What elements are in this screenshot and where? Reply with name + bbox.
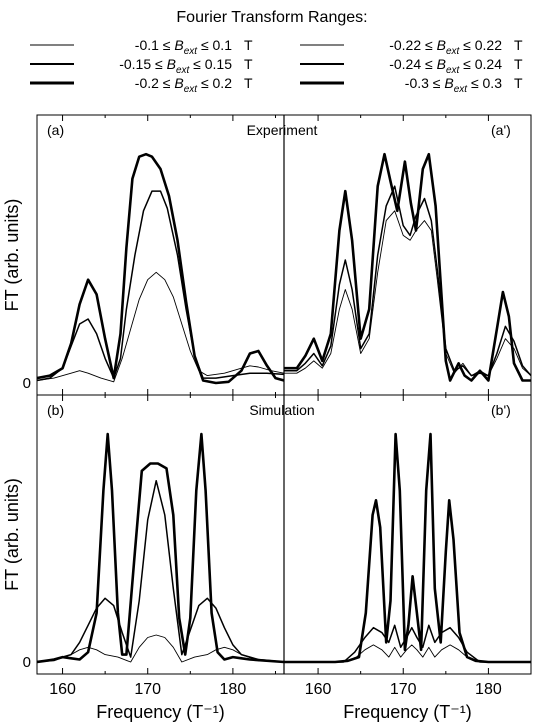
legend-unit: T bbox=[244, 56, 253, 72]
panel-3: (b) Simulation 0 FT (arb. units) 160 170 180 Fr… bbox=[2, 395, 315, 722]
x-ticks bbox=[62, 395, 276, 674]
legend-unit: T bbox=[514, 56, 523, 72]
series-line-3 bbox=[284, 152, 531, 382]
x-ticks bbox=[317, 115, 532, 395]
legend-label: -0.2 ≤ Bext ≤ 0.2 bbox=[135, 75, 232, 95]
legend-unit: T bbox=[244, 37, 253, 53]
legend-items: -0.1 ≤ Bext ≤ 0.1 T-0.15 ≤ Bext ≤ 0.15 T-0… bbox=[30, 37, 523, 95]
series-line-3 bbox=[37, 152, 284, 385]
legend-entry: -0.3 ≤ Bext ≤ 0.3 T bbox=[300, 75, 523, 95]
legend-entry: -0.22 ≤ Bext ≤ 0.22 T bbox=[300, 37, 523, 57]
legend-label: -0.1 ≤ Bext ≤ 0.1 bbox=[135, 37, 232, 57]
series-line-1 bbox=[37, 634, 284, 663]
legend-label: -0.15 ≤ Bext ≤ 0.15 bbox=[119, 56, 232, 76]
x-ticks bbox=[62, 115, 276, 395]
panel-label: (b') bbox=[491, 402, 511, 418]
x-ticks bbox=[317, 395, 532, 674]
y-tick-label: 0 bbox=[23, 654, 31, 671]
x-tick-label: 160 bbox=[49, 681, 76, 698]
legend-entry: -0.24 ≤ Bext ≤ 0.24 T bbox=[300, 56, 523, 76]
panel-label: (a') bbox=[491, 122, 511, 138]
legend: Fourier Transform Ranges: -0.1 ≤ Bext ≤ … bbox=[30, 9, 523, 95]
series-line-3 bbox=[37, 432, 284, 664]
legend-entry: -0.1 ≤ Bext ≤ 0.1 T bbox=[30, 37, 253, 57]
x-tick-label: 170 bbox=[390, 681, 417, 698]
legend-label: -0.3 ≤ Bext ≤ 0.3 bbox=[405, 75, 502, 95]
legend-entry: -0.15 ≤ Bext ≤ 0.15 T bbox=[30, 56, 253, 76]
series-line-2 bbox=[37, 479, 284, 663]
panel-1: (a) Experiment 0 FT (arb. units) bbox=[2, 115, 318, 395]
series-line-2 bbox=[284, 624, 531, 663]
x-axis-label: Frequency (T⁻¹) bbox=[343, 702, 472, 722]
panel-label: (b) bbox=[47, 402, 64, 418]
legend-label: -0.24 ≤ Bext ≤ 0.24 bbox=[389, 56, 502, 76]
panel-annotation: Experiment bbox=[247, 122, 318, 138]
legend-unit: T bbox=[514, 75, 523, 91]
panels: (a) Experiment 0 FT (arb. units) (a') (b) Simu… bbox=[2, 114, 532, 722]
x-tick-label: 180 bbox=[475, 681, 502, 698]
legend-unit: T bbox=[514, 37, 523, 53]
x-tick-label: 160 bbox=[305, 681, 332, 698]
series-line-3 bbox=[284, 432, 531, 664]
legend-title: Fourier Transform Ranges: bbox=[176, 9, 367, 26]
y-axis-label: FT (arb. units) bbox=[2, 199, 22, 312]
panel-label: (a) bbox=[47, 122, 64, 138]
x-tick-label: 180 bbox=[220, 681, 247, 698]
series-line-2 bbox=[37, 190, 284, 382]
x-axis-label: Frequency (T⁻¹) bbox=[96, 702, 225, 722]
legend-entry: -0.2 ≤ Bext ≤ 0.2 T bbox=[30, 75, 253, 95]
x-tick-label: 170 bbox=[134, 681, 161, 698]
legend-label: -0.22 ≤ Bext ≤ 0.22 bbox=[389, 37, 502, 57]
y-tick-label: 0 bbox=[23, 375, 31, 392]
series-line-1 bbox=[284, 644, 531, 663]
legend-unit: T bbox=[244, 75, 253, 91]
y-axis-label: FT (arb. units) bbox=[2, 478, 22, 591]
panel-2: (a') bbox=[284, 115, 532, 395]
panel-annotation: Simulation bbox=[249, 402, 314, 418]
